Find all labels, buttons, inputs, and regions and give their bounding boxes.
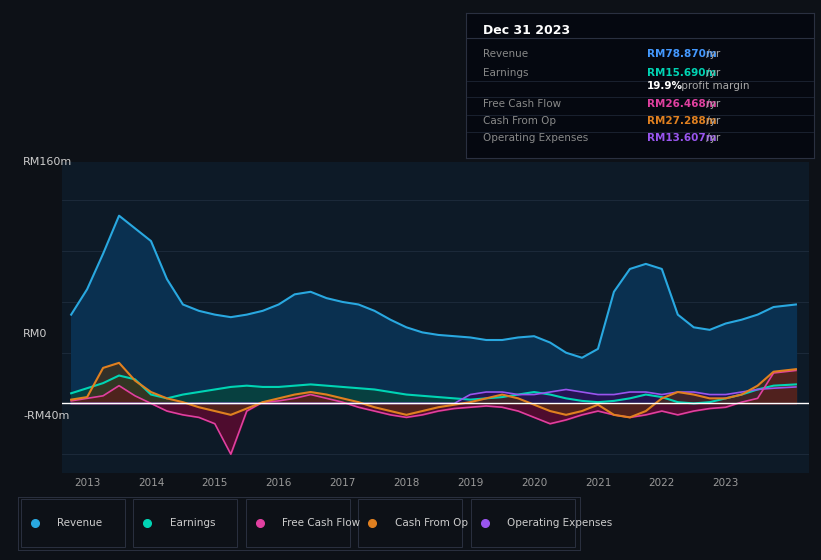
Text: /yr: /yr bbox=[704, 99, 721, 109]
Text: Free Cash Flow: Free Cash Flow bbox=[483, 99, 561, 109]
Text: /yr: /yr bbox=[704, 68, 721, 78]
Text: RM27.288m: RM27.288m bbox=[647, 116, 717, 126]
Text: /yr: /yr bbox=[704, 49, 721, 59]
Text: Earnings: Earnings bbox=[170, 519, 215, 528]
Text: RM13.607m: RM13.607m bbox=[647, 133, 717, 143]
Text: RM0: RM0 bbox=[23, 329, 48, 339]
Text: Dec 31 2023: Dec 31 2023 bbox=[483, 24, 570, 36]
FancyBboxPatch shape bbox=[245, 500, 350, 547]
Text: RM15.690m: RM15.690m bbox=[647, 68, 717, 78]
FancyBboxPatch shape bbox=[21, 500, 125, 547]
Text: profit margin: profit margin bbox=[678, 81, 750, 91]
Text: 19.9%: 19.9% bbox=[647, 81, 683, 91]
Text: Revenue: Revenue bbox=[57, 519, 103, 528]
Text: Revenue: Revenue bbox=[483, 49, 528, 59]
FancyBboxPatch shape bbox=[358, 500, 462, 547]
Text: Operating Expenses: Operating Expenses bbox=[507, 519, 612, 528]
Text: /yr: /yr bbox=[704, 116, 721, 126]
Text: /yr: /yr bbox=[704, 133, 721, 143]
FancyBboxPatch shape bbox=[470, 500, 575, 547]
Text: RM26.468m: RM26.468m bbox=[647, 99, 717, 109]
Text: -RM40m: -RM40m bbox=[23, 410, 69, 421]
Text: RM78.870m: RM78.870m bbox=[647, 49, 717, 59]
Text: Cash From Op: Cash From Op bbox=[483, 116, 556, 126]
Text: RM160m: RM160m bbox=[23, 157, 72, 167]
Text: Cash From Op: Cash From Op bbox=[395, 519, 468, 528]
Text: Free Cash Flow: Free Cash Flow bbox=[282, 519, 360, 528]
Text: Earnings: Earnings bbox=[483, 68, 529, 78]
FancyBboxPatch shape bbox=[133, 500, 237, 547]
Text: Operating Expenses: Operating Expenses bbox=[483, 133, 588, 143]
